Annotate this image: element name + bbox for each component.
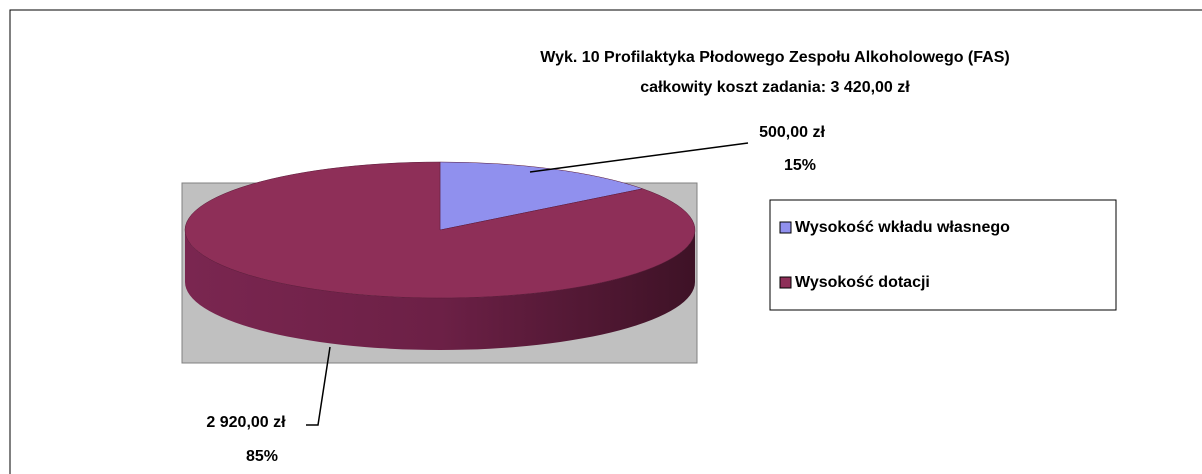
pie-slice — [184, 161, 696, 299]
legend-swatch — [779, 221, 792, 234]
chart-title: Wyk. 10 Profilaktyka Płodowego Zespołu A… — [540, 49, 1009, 66]
data-label: 500,00 zł — [759, 124, 825, 141]
legend — [769, 199, 1117, 311]
leader-line — [529, 142, 749, 173]
data-label: 2 920,00 zł — [206, 414, 286, 431]
percent-label: 15% — [784, 157, 816, 174]
legend-swatch — [779, 276, 792, 289]
legend-label: Wysokość wkładu własnego — [795, 219, 1010, 236]
percent-label: 85% — [246, 448, 278, 465]
pie-side — [185, 230, 695, 350]
leader-line — [306, 346, 331, 426]
chart-subtitle: całkowity koszt zadania: 3 420,00 zł — [640, 79, 910, 96]
legend-label: Wysokość dotacji — [795, 274, 930, 291]
